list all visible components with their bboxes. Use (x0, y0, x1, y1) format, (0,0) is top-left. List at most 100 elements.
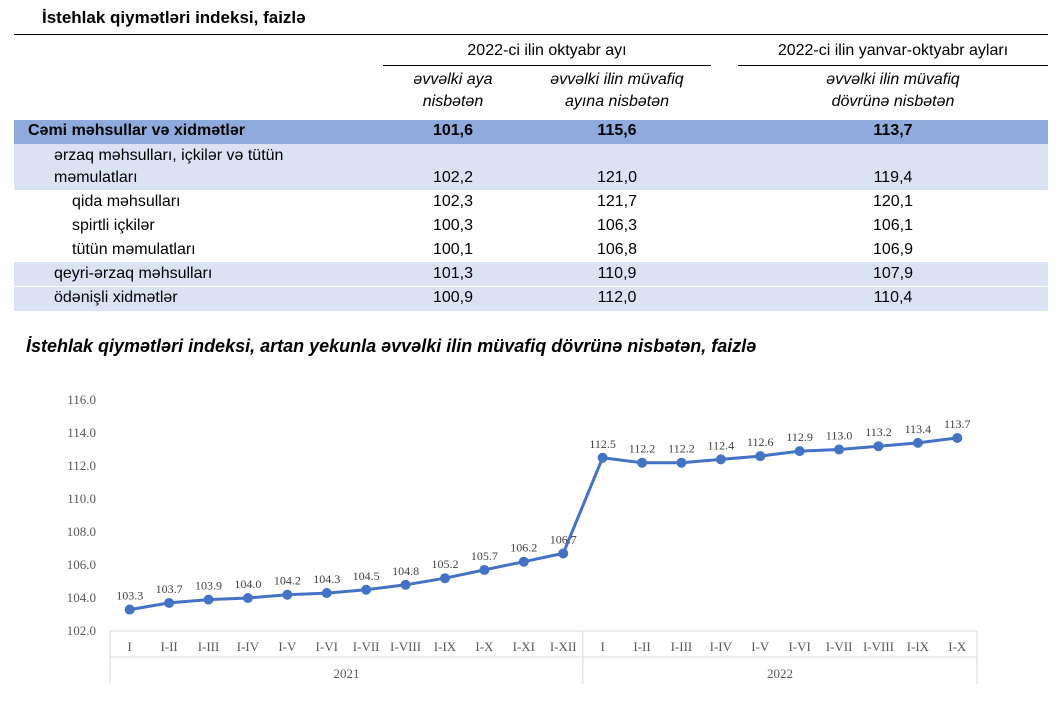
x-tick-label: I-IV (237, 639, 260, 654)
header-october: 2022-ci ilin oktyabr ayı (467, 42, 627, 59)
data-label: 104.2 (274, 574, 301, 588)
row-value-month: 100,1 (432, 241, 474, 258)
row-label: ərzaq məhsulları, içkilər və tütün (54, 147, 284, 164)
data-label: 112.2 (668, 442, 695, 456)
col3-header-line1: əvvəlki ilin müvafiq (826, 71, 960, 88)
col1-header-line2: nisbətən (422, 93, 484, 110)
data-point (873, 441, 884, 452)
data-point (834, 444, 845, 455)
col2-header-line1: əvvəlki ilin müvafiq (550, 71, 684, 88)
data-label: 103.9 (195, 579, 222, 593)
data-label: 113.0 (826, 429, 853, 443)
x-tick-label: I-III (671, 639, 693, 654)
x-tick-label: I (600, 639, 604, 654)
x-tick-label: I-X (948, 639, 967, 654)
data-label: 105.2 (431, 557, 458, 571)
data-point (676, 457, 687, 468)
row-label: qeyri-ərzaq məhsulları (54, 265, 213, 282)
data-label: 106.2 (510, 541, 537, 555)
x-tick-label: I-V (751, 639, 770, 654)
row-value-period: 120,1 (872, 193, 914, 210)
y-tick-label: 108.0 (67, 524, 96, 539)
series-line (129, 436, 958, 612)
table-row-services: ödənişli xidmətlər 100,9 112,0 110,4 (14, 287, 1048, 311)
chart-title: İstehlak qiymətləri indeksi, artan yekun… (26, 336, 757, 356)
data-point (321, 588, 332, 599)
data-point (912, 437, 923, 448)
row-value-month: 101,6 (432, 122, 474, 139)
data-point (282, 589, 293, 600)
data-label: 104.5 (353, 569, 380, 583)
table-row-tobacco: tütün məmulatları 100,1 106,8 106,9 (14, 238, 1048, 262)
data-point (715, 454, 726, 465)
data-label: 106.7 (550, 532, 577, 546)
col3-header: əvvəlki ilin müvafiq dövrünə nisbətən (738, 69, 1048, 113)
row-value-period: 107,9 (872, 265, 914, 282)
data-point (400, 579, 411, 590)
data-label: 112.5 (589, 437, 616, 451)
table-title: İstehlak qiymətləri indeksi, faizlə (42, 8, 306, 27)
data-point (439, 573, 450, 584)
x-group-label: 2021 (333, 666, 359, 681)
row-label-continued: məmulatları (54, 169, 138, 186)
data-point (479, 564, 490, 575)
x-tick-label: I-VI (316, 639, 338, 654)
col2-header-line2: ayına nisbətən (564, 93, 670, 110)
data-point (242, 593, 253, 603)
data-point (518, 556, 529, 567)
x-tick-label: I-VII (353, 639, 380, 654)
x-tick-label: I-V (278, 639, 297, 654)
row-value-period: 119,4 (873, 169, 913, 186)
data-label: 104.8 (392, 564, 419, 578)
x-tick-label: I-XII (550, 639, 577, 654)
data-point (794, 446, 805, 457)
data-point (361, 584, 372, 595)
row-value-month: 102,3 (432, 193, 474, 210)
row-value-year-month: 106,3 (596, 217, 638, 234)
x-tick-label: I-III (198, 639, 220, 654)
col3-header-line2: dövrünə nisbətən (831, 93, 955, 110)
header-october-rule (383, 65, 711, 66)
col2-header: əvvəlki ilin müvafiq ayına nisbətən (523, 69, 711, 113)
data-point (164, 597, 175, 608)
table-row-total: Cəmi məhsullar və xidmətlər 101,6 115,6 … (14, 120, 1048, 144)
data-label: 103.3 (116, 589, 143, 603)
x-tick-label: I-VI (788, 639, 810, 654)
y-tick-label: 110.0 (67, 491, 96, 506)
header-jan-oct-rule (738, 65, 1048, 66)
row-value-year-month: 121,0 (596, 169, 638, 186)
data-point (558, 548, 569, 559)
x-tick-label: I (128, 639, 132, 654)
row-label: Cəmi məhsullar və xidmətlər (28, 122, 245, 139)
row-label: spirtli içkilər (72, 217, 155, 234)
data-label: 103.7 (156, 582, 183, 596)
table-row-food-products: qida məhsulları 102,3 121,7 120,1 (14, 190, 1048, 214)
data-label: 113.7 (944, 417, 971, 431)
row-value-period: 110,4 (873, 289, 913, 306)
row-value-period: 113,7 (873, 122, 913, 139)
x-tick-label: I-IX (434, 639, 457, 654)
row-value-period: 106,9 (872, 241, 914, 258)
data-label: 113.4 (905, 422, 932, 436)
row-value-month: 100,9 (432, 289, 474, 306)
col1-header: əvvəlki aya nisbətən (383, 69, 523, 113)
data-label: 112.9 (786, 430, 813, 444)
data-point (203, 594, 214, 605)
table-row-food: ərzaq məhsulları, içkilər və tütün məmul… (14, 144, 1048, 190)
y-tick-label: 112.0 (67, 458, 96, 473)
data-point (755, 451, 766, 462)
table-row-alcohol: spirtli içkilər 100,3 106,3 106,1 (14, 214, 1048, 238)
data-label: 112.2 (629, 442, 656, 456)
table-row-non-food: qeyri-ərzaq məhsulları 101,3 110,9 107,9 (14, 262, 1048, 286)
data-label: 104.0 (234, 577, 261, 591)
row-value-month: 101,3 (432, 265, 474, 282)
row-value-year-month: 112,0 (597, 289, 637, 306)
y-tick-label: 114.0 (67, 425, 96, 440)
x-tick-label: I-II (633, 639, 650, 654)
x-tick-label: I-VIII (863, 639, 894, 654)
data-point (124, 604, 135, 615)
x-tick-label: I-X (475, 639, 494, 654)
x-tick-label: I-II (160, 639, 177, 654)
row-value-year-month: 121,7 (596, 193, 638, 210)
